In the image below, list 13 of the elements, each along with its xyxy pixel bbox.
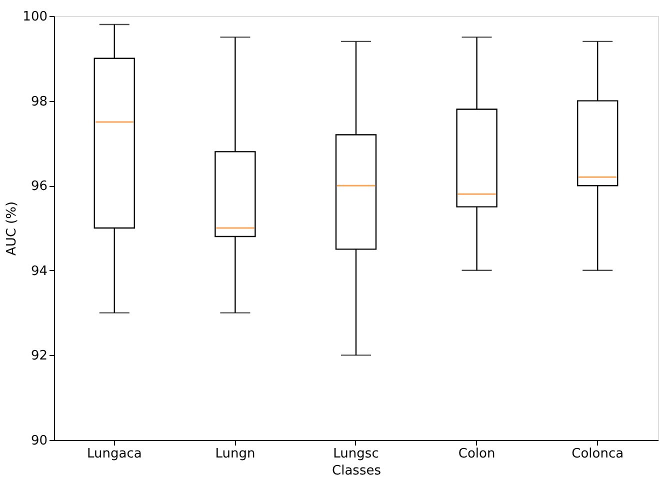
y-tick-label: 96 (30, 179, 48, 194)
x-tick-label: Lungaca (86, 446, 142, 462)
y-tick-label: 98 (30, 94, 48, 110)
x-tick-label: Colonca (572, 446, 624, 462)
y-axis-title: AUC (%) (4, 201, 20, 256)
y-tick-label: 100 (22, 10, 48, 24)
y-tick-label: 94 (30, 264, 48, 279)
y-tick-label: 92 (30, 348, 48, 364)
x-tick-label: Colon (458, 446, 496, 462)
x-tick-label: Lungn (215, 446, 256, 462)
x-tick-label: Lungsc (333, 446, 379, 462)
y-tick-label: 90 (30, 434, 48, 448)
x-axis-title: Classes (332, 464, 382, 478)
